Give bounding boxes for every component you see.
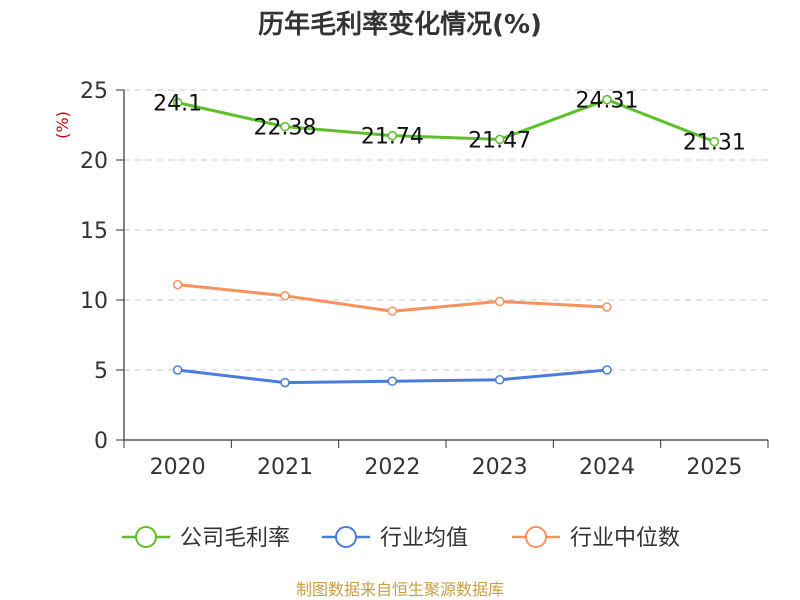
data-label: 21.74 [361,125,424,150]
legend-label: 行业均值 [380,526,468,551]
data-point[interactable] [387,306,398,316]
data-label: 24.1 [153,92,202,117]
data-point[interactable] [172,365,183,375]
legend-item-2[interactable]: 行业中位数 [512,526,680,551]
series-group [172,94,720,388]
legend-label: 行业中位数 [570,526,680,551]
data-point[interactable] [387,130,398,141]
y-tick-label: 5 [94,359,108,384]
data-point[interactable] [602,94,612,105]
y-tick-label: 15 [80,219,108,244]
legend-item-0[interactable]: 公司毛利率 [122,526,290,551]
x-tick-label-2020: 2020 [150,455,206,480]
data-point[interactable] [280,291,290,301]
grid-lines [124,89,768,371]
x-tick-label-2022: 2022 [364,455,420,480]
series-0 [172,94,720,147]
series-line-0 [177,98,715,144]
legend-marker-icon [135,526,157,548]
legend-item-1[interactable]: 行业均值 [322,526,468,551]
data-point[interactable] [602,302,612,312]
series-1 [172,365,612,388]
data-labels: 24.1 22.38 21.74 21.47 24.31 21.31 [153,89,746,156]
data-label: 21.47 [468,128,531,153]
y-tick-label: 10 [80,289,108,314]
chart-title: 历年毛利率变化情况(%) [258,9,542,40]
y-tick-label: 25 [80,79,108,104]
x-tick-label-2024: 2024 [579,455,635,480]
y-tick-label: 0 [94,429,108,454]
data-point[interactable] [387,376,398,386]
data-point[interactable] [709,136,720,147]
legend-marker-icon [335,526,357,548]
data-point[interactable] [172,279,183,290]
data-point[interactable] [280,121,290,132]
x-tick-label-2021: 2021 [257,455,313,480]
data-point[interactable] [602,365,612,375]
x-tick-label-2025: 2025 [686,455,742,480]
data-point[interactable] [494,134,505,145]
y-axis-label: (%) [53,111,72,139]
data-label: 24.31 [576,89,639,114]
source-note: 制图数据来自恒生聚源数据库 [296,580,504,599]
data-point[interactable] [494,296,505,307]
series-2 [172,279,612,316]
y-tick-label: 20 [80,149,108,174]
legend-marker-icon [525,526,547,548]
x-tick-label-2023: 2023 [472,455,528,480]
data-point[interactable] [494,375,505,385]
legend[interactable]: 公司毛利率 行业均值 行业中位数 [122,526,680,551]
data-point[interactable] [280,377,290,388]
data-point[interactable] [172,97,183,108]
data-label: 21.31 [683,131,746,156]
data-label: 22.38 [254,116,317,141]
legend-label: 公司毛利率 [180,526,290,551]
